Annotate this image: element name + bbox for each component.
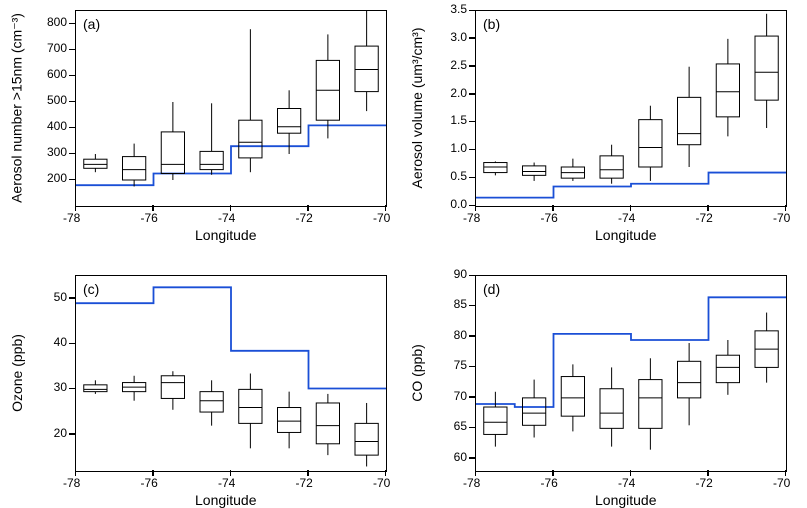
ytick-label: 20 — [54, 426, 67, 440]
xtick-label: -72 — [296, 211, 313, 225]
xtick-label: -70 — [773, 211, 790, 225]
plot-a — [75, 10, 387, 207]
ytick-label: 400 — [47, 119, 67, 133]
xtick-label: -76 — [141, 211, 158, 225]
ytick-label: 700 — [47, 41, 67, 55]
ytick-label: 800 — [47, 15, 67, 29]
xtick-label: -74 — [218, 211, 235, 225]
box — [484, 163, 507, 173]
box — [123, 157, 146, 180]
box — [600, 389, 623, 429]
ylabel-a: Aerosol number >15nm (cm⁻³) — [9, 13, 26, 203]
ylabel-c: Ozone (ppb) — [9, 334, 25, 412]
step-line-b — [476, 173, 786, 198]
xtick-label: -70 — [373, 476, 390, 490]
box — [84, 159, 107, 168]
box — [755, 36, 778, 100]
box — [239, 389, 262, 423]
xtick-label: -70 — [373, 211, 390, 225]
xtick-label: -78 — [63, 211, 80, 225]
ytick-label: 600 — [47, 67, 67, 81]
ylabel-d: CO (ppb) — [409, 344, 425, 402]
ytick-label: 0.0 — [450, 197, 467, 211]
ytick-label: 40 — [54, 335, 67, 349]
xtick-label: -74 — [618, 211, 635, 225]
box — [639, 120, 662, 167]
box — [716, 355, 739, 382]
xtick-label: -74 — [218, 476, 235, 490]
ytick-label: 1.5 — [450, 113, 467, 127]
panel-letter-a: (a) — [83, 16, 100, 32]
box — [200, 392, 223, 412]
xtick-label: -72 — [696, 211, 713, 225]
xtick-label: -72 — [296, 476, 313, 490]
chart-grid: -78 -76 -74 -72 -70 200 300 400 500 600 700 800 Aero… — [0, 0, 807, 507]
box — [278, 408, 301, 433]
box — [678, 361, 701, 398]
box — [239, 120, 262, 158]
box — [200, 151, 223, 169]
ytick-label: 75 — [454, 358, 467, 372]
xlabel-b: Longitude — [595, 227, 657, 243]
plot-c — [75, 275, 387, 472]
ytick-label: 2.0 — [450, 86, 467, 100]
box — [523, 166, 546, 175]
xtick-label: -74 — [618, 476, 635, 490]
ylabel-b: Aerosol volume (um³/cm³) — [409, 27, 425, 188]
box — [161, 132, 184, 174]
plot-b — [475, 10, 787, 207]
box — [561, 377, 584, 417]
ytick-label: 50 — [54, 290, 67, 304]
ytick-label: 0.5 — [450, 169, 467, 183]
ytick-label: 85 — [454, 297, 467, 311]
xtick-label: -76 — [541, 476, 558, 490]
ytick-label: 65 — [454, 419, 467, 433]
ytick-label: 300 — [47, 145, 67, 159]
box — [278, 109, 301, 134]
box — [355, 423, 378, 455]
box — [678, 97, 701, 144]
panel-letter-d: (d) — [483, 281, 500, 297]
panel-letter-c: (c) — [83, 281, 99, 297]
xtick-label: -76 — [541, 211, 558, 225]
step-line-c — [76, 287, 386, 388]
panel-letter-b: (b) — [483, 16, 500, 32]
xlabel-c: Longitude — [195, 492, 257, 508]
ytick-label: 90 — [454, 267, 467, 281]
xtick-label: -78 — [463, 211, 480, 225]
ytick-label: 200 — [47, 171, 67, 185]
xtick-label: -70 — [773, 476, 790, 490]
xtick-label: -78 — [63, 476, 80, 490]
ytick-label: 3.5 — [450, 2, 467, 16]
ytick-label: 2.5 — [450, 58, 467, 72]
box — [716, 64, 739, 117]
xtick-label: -76 — [141, 476, 158, 490]
ytick-label: 80 — [454, 328, 467, 342]
box — [639, 380, 662, 429]
box — [355, 46, 378, 92]
plot-d — [475, 275, 787, 472]
box — [161, 376, 184, 399]
ytick-label: 60 — [454, 450, 467, 464]
ytick-label: 70 — [454, 389, 467, 403]
ytick-label: 500 — [47, 93, 67, 107]
xtick-label: -72 — [696, 476, 713, 490]
ytick-label: 1.0 — [450, 141, 467, 155]
box — [600, 156, 623, 178]
xtick-label: -78 — [463, 476, 480, 490]
box — [316, 403, 339, 444]
box — [484, 407, 507, 434]
step-line-d — [476, 297, 786, 407]
xlabel-d: Longitude — [595, 492, 657, 508]
ytick-label: 30 — [54, 380, 67, 394]
ytick-label: 3.0 — [450, 30, 467, 44]
xlabel-a: Longitude — [195, 227, 257, 243]
box — [84, 385, 107, 392]
box — [523, 398, 546, 425]
